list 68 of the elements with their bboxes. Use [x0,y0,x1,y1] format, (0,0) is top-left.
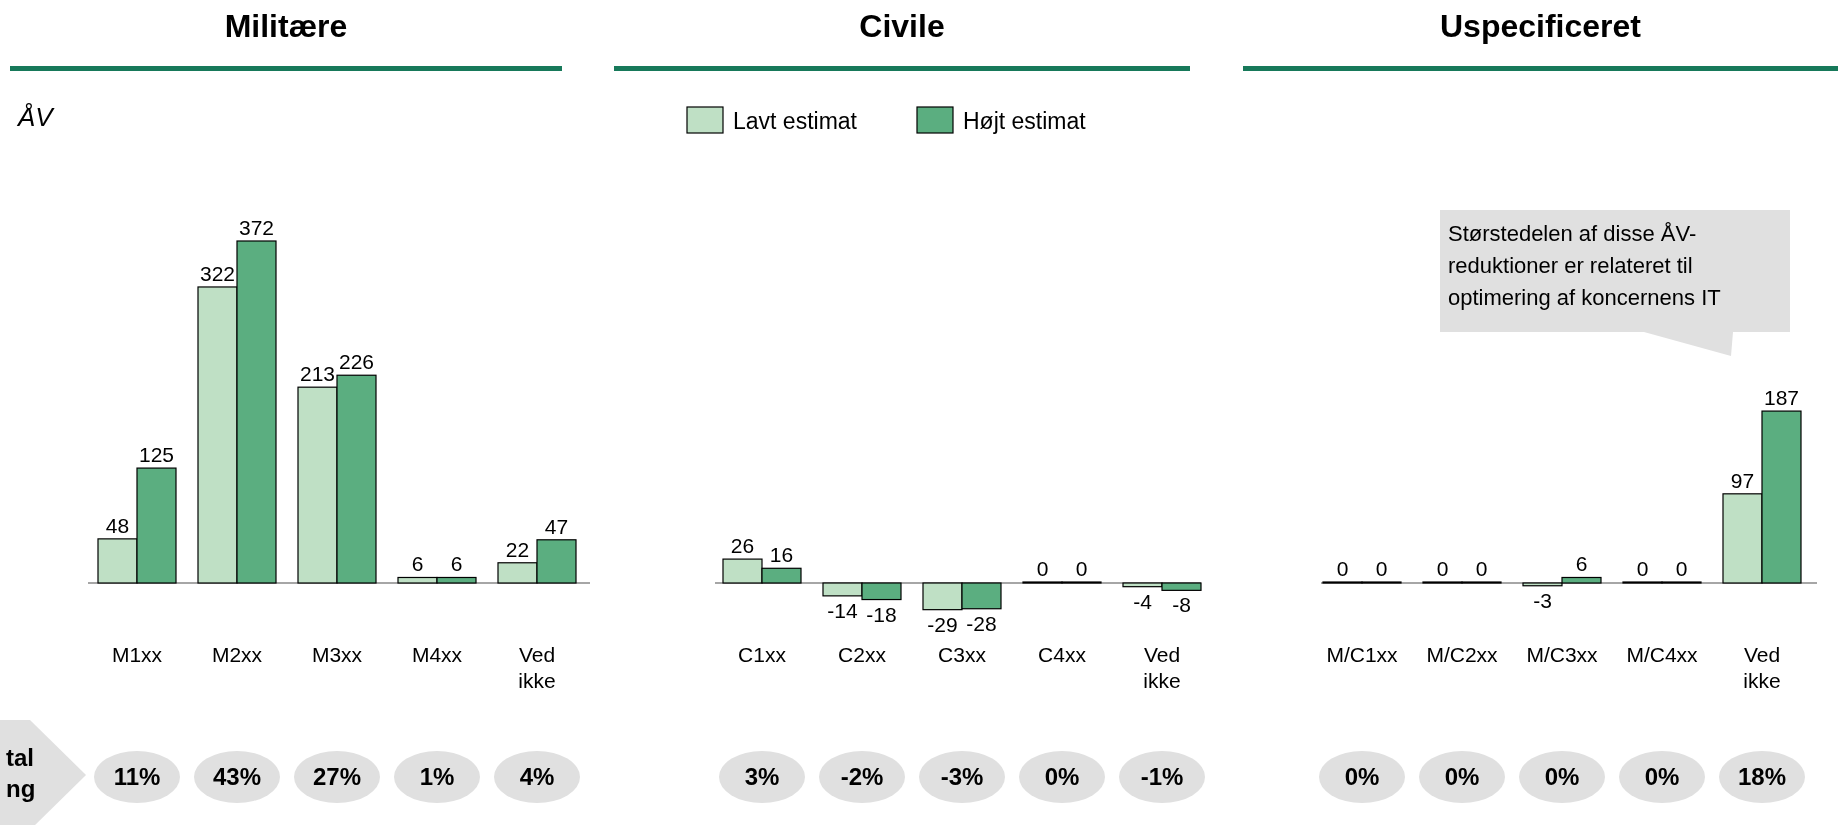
x-tick-label: M4xx [411,643,463,666]
text: tal ng [6,744,36,802]
x-tick-label: M3xx [311,643,363,666]
x-tick-label: M1xx [111,643,163,666]
data-label: 47 [544,514,569,538]
text: 18% [1737,763,1787,790]
data-label: -18 [866,602,897,626]
chart-title: Uspecificeret [1440,8,1642,44]
legend-label: Højt estimat [963,108,1087,134]
text: 0% [1544,763,1580,790]
text: -2% [840,763,884,790]
text: -1% [1140,763,1184,790]
data-label: 16 [769,543,794,567]
x-tick-label: C3xx [938,643,987,666]
data-label: -14 [827,598,858,622]
x-tick-label: M/C2xx [1426,643,1499,666]
text: 11% [113,763,161,790]
legend-label: Lavt estimat [733,108,858,134]
data-label: 0 [1036,557,1049,580]
text: -3% [940,763,984,790]
x-tick-label: Ved ikke [1743,643,1781,692]
x-tick-label: M2xx [211,643,263,666]
data-label: 6 [1575,552,1588,576]
data-label: 0 [1336,557,1349,580]
data-label: 48 [105,513,130,537]
x-tick-label: M/C1xx [1326,643,1399,666]
data-label: 0 [1636,557,1649,580]
data-label: 0 [1436,557,1449,580]
y-axis-title: ÅV [16,102,56,132]
data-label: 187 [1763,386,1800,410]
data-label: 226 [338,350,375,374]
text: 4% [519,763,555,790]
x-tick-label: C4xx [1038,643,1087,666]
data-label: 97 [1730,468,1755,492]
x-tick-label: Ved ikke [518,643,556,692]
data-label: 6 [411,552,424,576]
text: 27% [312,763,362,790]
data-label: 0 [1675,557,1688,580]
text: 0% [1444,763,1480,790]
data-label: 213 [299,362,336,386]
text: Størstedelen af disse ÅV- reduktioner er relateret til optimering af koncernens IT [1448,221,1721,310]
x-tick-label: M/C3xx [1526,643,1599,666]
data-label: 0 [1075,557,1088,580]
x-tick-label: C2xx [838,643,887,666]
data-label: 0 [1475,557,1488,580]
data-label: 125 [138,443,175,467]
data-label: -28 [966,611,997,635]
data-label: 6 [450,552,463,576]
data-label: 0 [1375,557,1388,580]
x-tick-label: Ved ikke [1143,643,1181,692]
x-tick-label: C1xx [738,643,787,666]
text: 1% [419,763,455,790]
text: 0% [1044,763,1080,790]
text: 0% [1344,763,1380,790]
text: 3% [744,763,780,790]
data-label: -3 [1533,588,1552,612]
data-label: -4 [1133,589,1153,613]
data-label: 22 [505,537,530,561]
chart-title: Militære [224,8,348,44]
x-tick-label: M/C4xx [1626,643,1699,666]
text: 0% [1644,763,1680,790]
data-label: -8 [1172,593,1191,617]
data-label: 26 [730,534,755,558]
data-label: -29 [927,612,958,636]
data-label: 372 [238,216,275,239]
data-label: 322 [199,261,236,285]
chart-title: Civile [859,8,945,44]
text: 43% [212,763,262,790]
